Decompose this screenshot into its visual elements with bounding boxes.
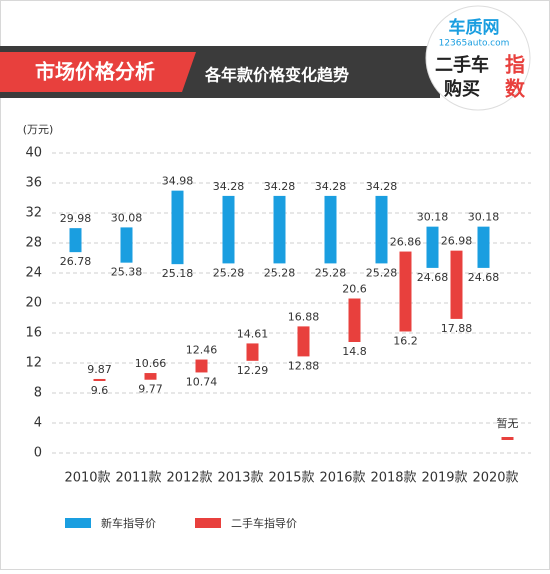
bar	[450, 250, 463, 319]
bar	[477, 226, 490, 268]
value-label: 16.2	[393, 335, 418, 348]
bar	[348, 298, 361, 342]
value-label: 17.88	[441, 322, 473, 335]
y-axis-label: (万元)	[23, 123, 54, 136]
x-tick-label: 2011款	[115, 471, 161, 486]
value-label: 10.74	[186, 375, 218, 388]
y-tick-label: 0	[34, 446, 42, 461]
value-label: 暂无	[497, 417, 519, 430]
value-label: 16.88	[288, 310, 320, 323]
value-label: 34.28	[264, 180, 296, 193]
value-label: 24.68	[468, 271, 500, 284]
value-label: 34.28	[366, 180, 398, 193]
value-label: 25.18	[162, 267, 194, 280]
value-label: 12.29	[237, 364, 269, 377]
legend-swatch	[195, 518, 221, 528]
bar	[222, 195, 235, 264]
value-label: 25.28	[213, 266, 245, 279]
y-tick-label: 12	[25, 356, 42, 371]
value-label: 34.98	[162, 175, 194, 188]
value-label: 34.28	[213, 180, 245, 193]
value-label: 29.98	[60, 212, 92, 225]
y-tick-label: 24	[25, 266, 42, 281]
legend-label: 二手车指导价	[231, 516, 297, 530]
bar	[69, 228, 82, 253]
x-tick-label: 2016款	[319, 471, 365, 486]
y-tick-label: 40	[25, 146, 42, 161]
section-title: 市场价格分析	[35, 60, 155, 84]
y-tick-label: 32	[25, 206, 42, 221]
bar	[399, 251, 412, 332]
value-label: 26.86	[390, 236, 422, 249]
value-label: 12.88	[288, 359, 320, 372]
value-label: 9.77	[138, 383, 163, 396]
bar	[246, 343, 259, 361]
x-tick-label: 2013款	[217, 471, 263, 486]
bar	[297, 326, 310, 357]
logo-mark2: 数	[505, 77, 526, 101]
section-badge	[0, 52, 196, 92]
value-label: 26.98	[441, 235, 473, 248]
bar	[120, 227, 133, 263]
x-tick-label: 2020款	[472, 471, 518, 486]
bar	[426, 226, 439, 268]
y-tick-label: 8	[34, 386, 42, 401]
logo-circle	[425, 5, 531, 111]
x-tick-label: 2018款	[370, 471, 416, 486]
bar	[171, 190, 184, 265]
legend-label: 新车指导价	[101, 516, 156, 530]
logo-line1: 二手车	[435, 54, 489, 76]
bar	[144, 373, 157, 380]
logo-mark1: 指	[505, 53, 525, 77]
x-tick-label: 2012款	[166, 471, 212, 486]
value-label: 12.46	[186, 344, 218, 357]
value-label: 25.28	[366, 266, 398, 279]
value-label: 30.18	[417, 211, 449, 224]
legend-swatch	[65, 518, 91, 528]
placeholder-dash	[501, 437, 514, 440]
value-label: 25.28	[264, 266, 296, 279]
logo-line2: 购买	[444, 78, 480, 100]
value-label: 14.61	[237, 327, 269, 340]
bar	[375, 195, 388, 264]
value-label: 26.78	[60, 255, 92, 268]
y-tick-label: 20	[25, 296, 42, 311]
value-label: 24.68	[417, 271, 449, 284]
logo-brand: 车质网	[449, 17, 500, 38]
y-tick-label: 36	[25, 176, 42, 191]
value-label: 9.87	[87, 363, 112, 376]
value-label: 9.6	[91, 384, 109, 397]
value-label: 14.8	[342, 345, 367, 358]
x-tick-label: 2010款	[64, 471, 110, 486]
bar	[273, 195, 286, 264]
y-tick-label: 28	[25, 236, 42, 251]
value-label: 20.6	[342, 283, 367, 296]
value-label: 34.28	[315, 180, 347, 193]
bar	[93, 378, 106, 381]
bar	[324, 195, 337, 264]
bar	[195, 359, 208, 373]
x-tick-label: 2015款	[268, 471, 314, 486]
value-label: 30.08	[111, 211, 143, 224]
value-label: 25.28	[315, 266, 347, 279]
subtitle: 各年款价格变化趋势	[204, 66, 349, 85]
value-label: 25.38	[111, 266, 143, 279]
y-tick-label: 16	[25, 326, 42, 341]
x-tick-label: 2019款	[421, 471, 467, 486]
value-label: 30.18	[468, 211, 500, 224]
logo-site: 12365auto.com	[439, 39, 510, 49]
value-label: 10.66	[135, 357, 167, 370]
y-tick-label: 4	[34, 416, 42, 431]
